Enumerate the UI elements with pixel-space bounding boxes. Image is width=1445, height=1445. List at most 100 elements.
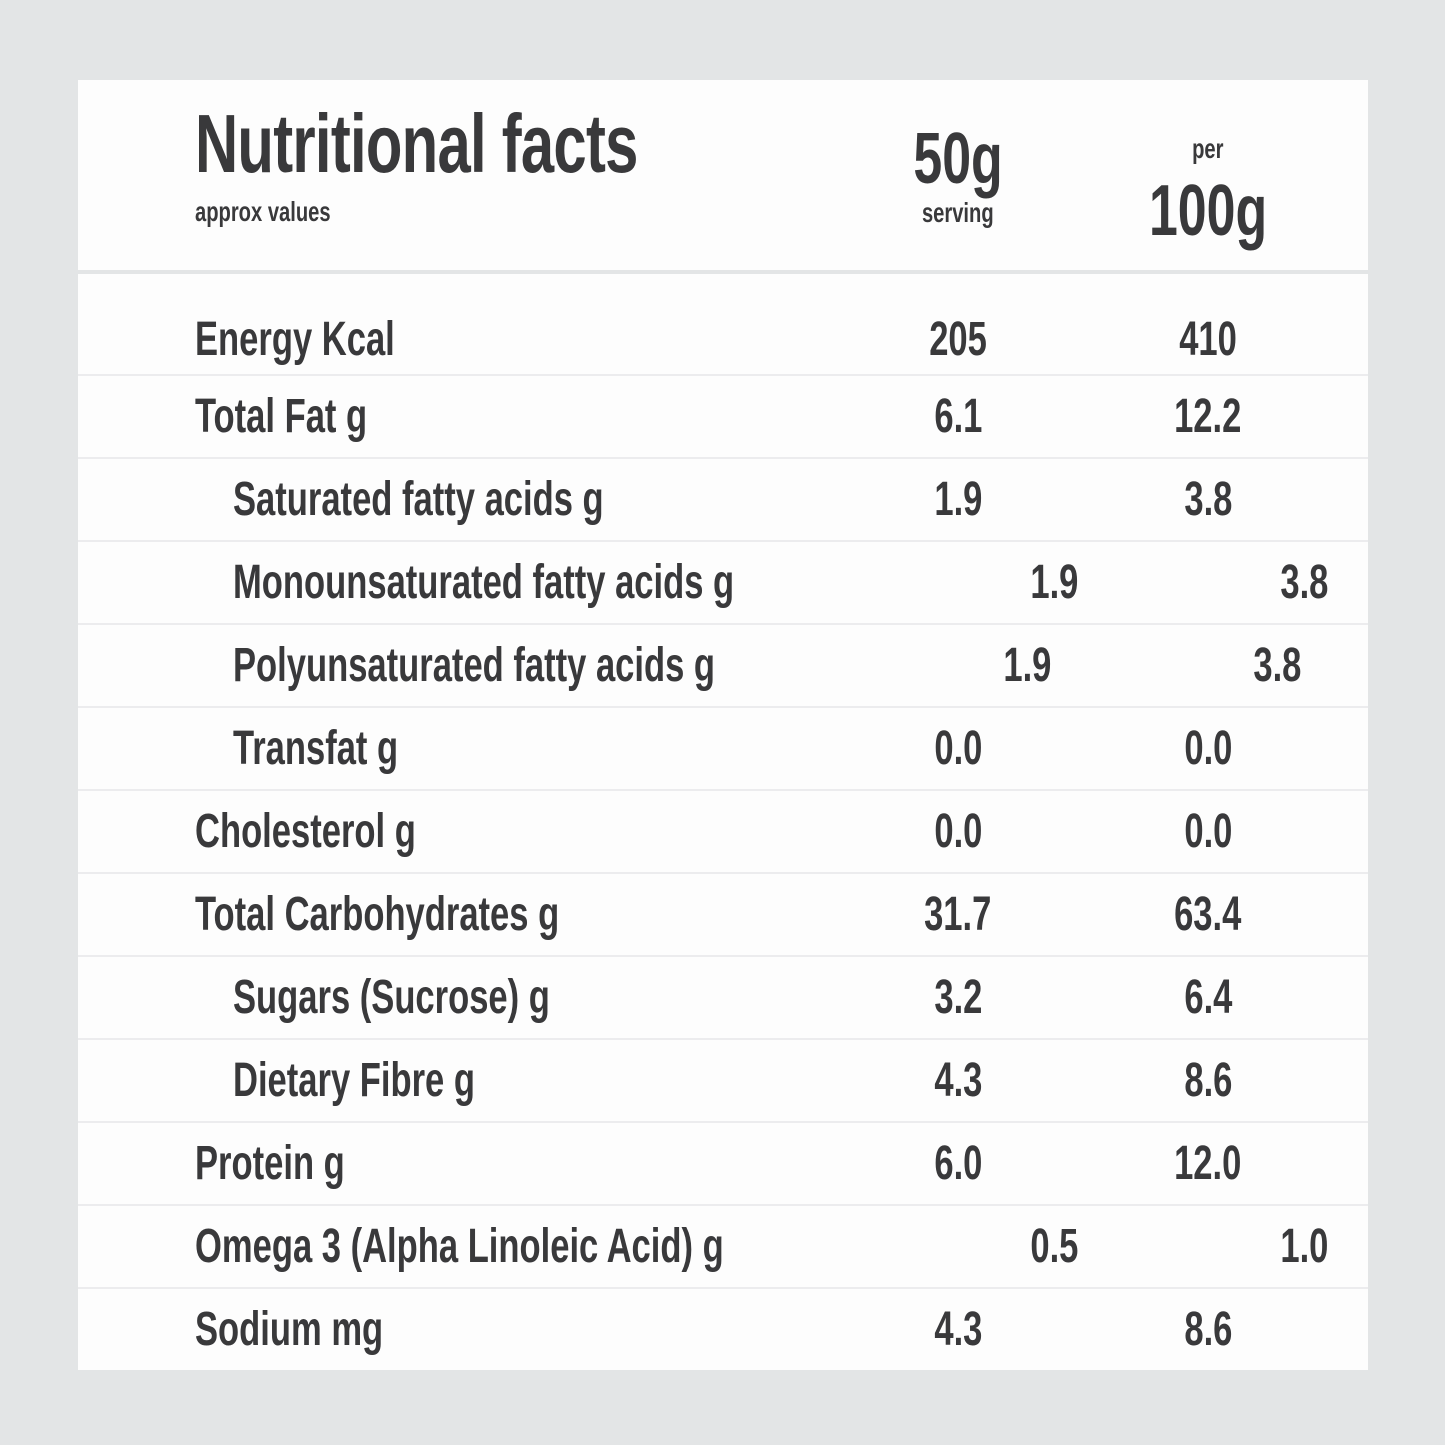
row-label: Monounsaturated fatty acids g: [233, 556, 735, 609]
row-label: Energy Kcal: [195, 312, 395, 366]
serving-value-cell: 0.0: [833, 804, 1083, 859]
table-row: Dietary Fibre g 4.3 8.6: [78, 1038, 1368, 1121]
table-row: Monounsaturated fatty acids g 1.9 3.8: [78, 540, 1368, 623]
row-label: Protein g: [195, 1137, 345, 1190]
serving-value-cell: 4.3: [833, 1053, 1083, 1108]
serving-word-label: serving: [922, 197, 994, 228]
row-label: Sugars (Sucrose) g: [233, 971, 550, 1024]
table-row: Sodium mg 4.3 8.6: [78, 1287, 1368, 1370]
serving-value: 1.9: [1030, 556, 1079, 609]
per100-value-cell: 12.2: [1083, 389, 1333, 444]
per100-value-cell: 6.4: [1083, 970, 1333, 1025]
per100-value: 3.8: [1280, 556, 1329, 609]
serving-value-cell: 6.0: [833, 1136, 1083, 1191]
table-row: Sugars (Sucrose) g 3.2 6.4: [78, 955, 1368, 1038]
row-label-cell: Dietary Fibre g: [195, 1053, 833, 1108]
row-label: Omega 3 (Alpha Linoleic Acid) g: [195, 1220, 724, 1273]
per100-column-header: per 100g: [1083, 80, 1333, 251]
row-label-cell: Omega 3 (Alpha Linoleic Acid) g: [195, 1219, 929, 1274]
serving-value-cell: 3.2: [833, 970, 1083, 1025]
table-row: Omega 3 (Alpha Linoleic Acid) g 0.5 1.0: [78, 1204, 1368, 1287]
serving-value: 4.3: [933, 1054, 983, 1107]
per100-value-cell: 3.8: [1179, 555, 1429, 610]
table-body: Energy Kcal 205 410 Total Fat g 6.1 12.2…: [78, 274, 1368, 1370]
serving-value: 6.1: [933, 390, 983, 443]
table-row: Total Fat g 6.1 12.2: [78, 374, 1368, 457]
serving-value: 205: [929, 312, 987, 366]
serving-value: 1.9: [1003, 639, 1052, 692]
table-row: Energy Kcal 205 410: [78, 274, 1368, 374]
row-label: Cholesterol g: [195, 805, 416, 858]
row-label-cell: Saturated fatty acids g: [195, 472, 833, 527]
serving-value: 4.3: [933, 1303, 983, 1356]
serving-value-cell: 0.5: [929, 1219, 1179, 1274]
serving-value: 3.2: [933, 971, 983, 1024]
serving-value: 0.5: [1030, 1220, 1079, 1273]
serving-value: 6.0: [933, 1137, 983, 1190]
per100-value-cell: 63.4: [1083, 887, 1333, 942]
row-label: Total Carbohydrates g: [195, 888, 560, 941]
row-label: Polyunsaturated fatty acids g: [233, 639, 716, 692]
row-label-cell: Transfat g: [195, 721, 833, 776]
per100-value-cell: 3.8: [1083, 472, 1333, 527]
table-row: Cholesterol g 0.0 0.0: [78, 789, 1368, 872]
serving-value-cell: 1.9: [929, 555, 1179, 610]
per100-value-cell: 1.0: [1179, 1219, 1429, 1274]
serving-value: 31.7: [924, 888, 992, 941]
row-label: Saturated fatty acids g: [233, 473, 604, 526]
page-title: Nutritional facts: [195, 97, 638, 190]
row-label-cell: Total Carbohydrates g: [195, 887, 833, 942]
per100-value-cell: 410: [1083, 312, 1333, 367]
serving-column-header: 50g serving: [833, 80, 1083, 227]
per100-value: 0.0: [1183, 805, 1233, 858]
per100-value: 0.0: [1183, 722, 1233, 775]
table-row: Transfat g 0.0 0.0: [78, 706, 1368, 789]
serving-value-cell: 31.7: [833, 887, 1083, 942]
per100-value: 12.0: [1174, 1137, 1242, 1190]
table-row: Protein g 6.0 12.0: [78, 1121, 1368, 1204]
per100-value: 3.8: [1183, 473, 1233, 526]
serving-value-cell: 0.0: [833, 721, 1083, 776]
row-label: Transfat g: [233, 722, 399, 775]
table-row: Saturated fatty acids g 1.9 3.8: [78, 457, 1368, 540]
row-label-cell: Energy Kcal: [195, 312, 833, 367]
serving-value-cell: 205: [833, 312, 1083, 367]
per100-value: 6.4: [1183, 971, 1233, 1024]
row-label-cell: Cholesterol g: [195, 804, 833, 859]
row-label-cell: Polyunsaturated fatty acids g: [195, 638, 903, 693]
row-label-cell: Protein g: [195, 1136, 833, 1191]
row-label: Total Fat g: [195, 390, 368, 443]
per100-value: 8.6: [1183, 1303, 1233, 1356]
per100-value: 8.6: [1183, 1054, 1233, 1107]
title-block: Nutritional facts approx values: [195, 80, 833, 226]
per100-value-cell: 8.6: [1083, 1302, 1333, 1357]
per100-value: 1.0: [1280, 1220, 1329, 1273]
serving-value: 1.9: [933, 473, 983, 526]
table-header: Nutritional facts approx values 50g serv…: [78, 80, 1368, 270]
row-label: Dietary Fibre g: [233, 1054, 475, 1107]
page-subtitle: approx values: [195, 196, 331, 227]
per100-value: 3.8: [1253, 639, 1302, 692]
per100-value-cell: 0.0: [1083, 804, 1333, 859]
per100-value-cell: 8.6: [1083, 1053, 1333, 1108]
per100-value: 12.2: [1174, 390, 1242, 443]
header-divider: [78, 270, 1368, 274]
per100-value: 410: [1179, 312, 1237, 366]
serving-value-cell: 1.9: [833, 472, 1083, 527]
per100-value-cell: 3.8: [1153, 638, 1403, 693]
serving-value: 0.0: [933, 722, 983, 775]
per-word-label: per: [1192, 133, 1224, 164]
per100-value-cell: 12.0: [1083, 1136, 1333, 1191]
serving-value-cell: 1.9: [903, 638, 1153, 693]
per100-size-label: 100g: [1148, 171, 1268, 251]
per100-value-cell: 0.0: [1083, 721, 1333, 776]
row-label-cell: Monounsaturated fatty acids g: [195, 555, 929, 610]
row-label: Sodium mg: [195, 1303, 384, 1356]
row-label-cell: Sodium mg: [195, 1302, 833, 1357]
table-row: Polyunsaturated fatty acids g 1.9 3.8: [78, 623, 1368, 706]
table-row: Total Carbohydrates g 31.7 63.4: [78, 872, 1368, 955]
serving-value-cell: 6.1: [833, 389, 1083, 444]
serving-value-cell: 4.3: [833, 1302, 1083, 1357]
serving-value: 0.0: [933, 805, 983, 858]
row-label-cell: Total Fat g: [195, 389, 833, 444]
